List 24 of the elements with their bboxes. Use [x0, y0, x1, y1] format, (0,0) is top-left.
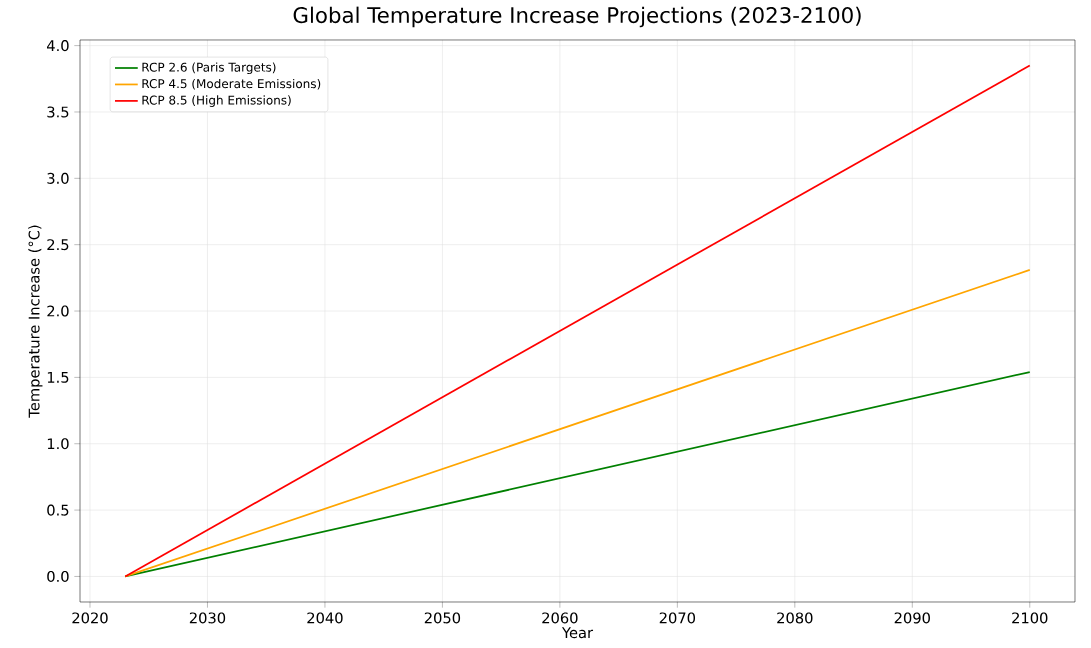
y-tick-label: 1.0 [47, 438, 69, 450]
y-tick-label: 3.0 [47, 172, 69, 184]
y-tick-label: 0.5 [47, 504, 69, 516]
x-axis-title: Year [561, 627, 594, 639]
legend-label: RCP 4.5 (Moderate Emissions) [142, 78, 321, 90]
x-tick-label: 2090 [894, 612, 930, 624]
x-tick-label: 2040 [307, 612, 343, 624]
y-tick-label: 2.5 [47, 239, 69, 251]
y-tick-label: 2.0 [47, 305, 69, 317]
legend-label: RCP 2.6 (Paris Targets) [142, 62, 276, 75]
y-tick-label: 3.5 [47, 106, 69, 118]
x-tick-label: 2020 [72, 612, 108, 624]
x-tick-label: 2070 [659, 612, 696, 624]
x-tick-label: 2050 [424, 612, 461, 624]
chart-title: Global Temperature Increase Projections (2023-2100) [293, 6, 861, 28]
x-tick-label: 2060 [542, 612, 578, 624]
x-tick-label: 2030 [189, 612, 226, 624]
x-tick-label: 2080 [777, 612, 813, 624]
y-axis-title: Temperature Increase (°C) [28, 225, 43, 418]
x-tick-label: 2100 [1012, 612, 1048, 624]
y-tick-label: 4.0 [46, 40, 69, 52]
y-tick-label: 1.5 [47, 371, 69, 383]
y-tick-label: 0.0 [47, 570, 69, 582]
legend-label: RCP 8.5 (High Emissions) [142, 95, 291, 107]
